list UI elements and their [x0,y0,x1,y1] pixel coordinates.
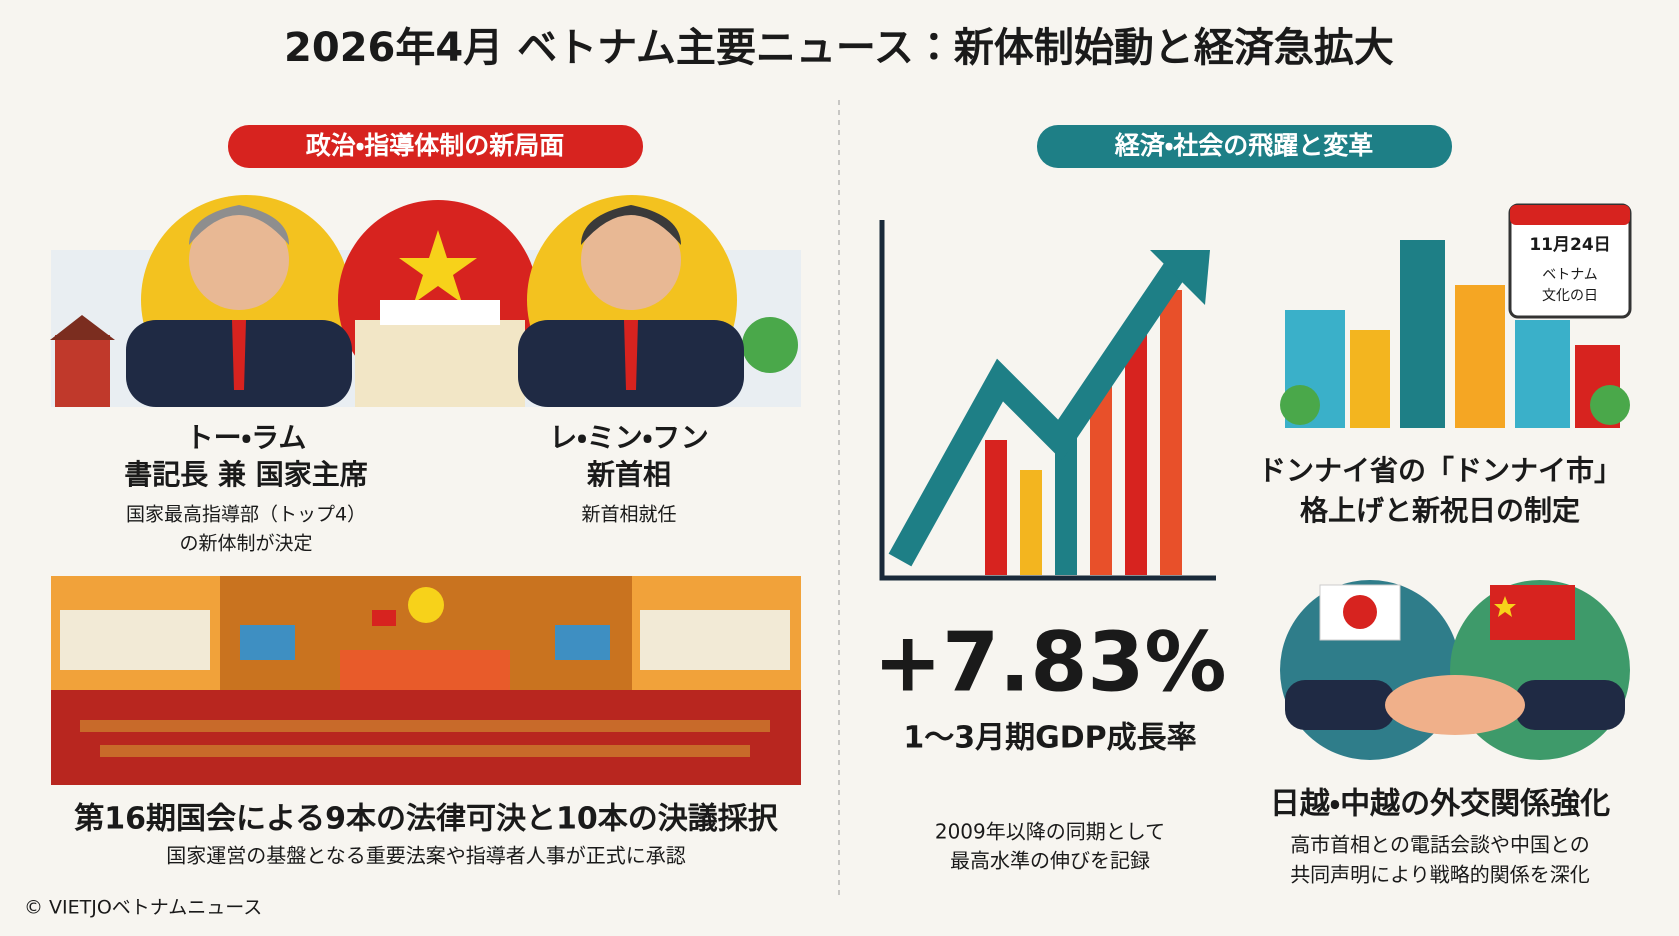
leaders-illustration [50,195,801,407]
calendar-text: 文化の日 [1542,288,1598,304]
footer: © VIETJOベトナムニュース [24,897,262,919]
gdp-note: 最高水準の伸びを記録 [950,849,1150,873]
diplomacy-line: 高市首相との電話会談や中国との [1290,833,1590,857]
person-role: 書記長 兼 国家主席 [124,458,368,491]
economy-heading-pill [1037,125,1452,168]
person-name: レ・ミン・フン [549,421,709,454]
handshake-illustration [1280,580,1630,760]
politics-heading: 政治・指導体制の新局面 [306,131,565,160]
gdp-note: 2009年以降の同期として [935,820,1165,844]
gdp-value: +7.83% [873,615,1226,710]
city-illustration [1280,240,1630,428]
politics-heading-pill [228,125,643,168]
calendar-date: 11月24日 [1529,235,1610,255]
person-note: 国家最高指導部（トップ4） [126,504,366,526]
calendar-text: ベトナム [1542,267,1598,283]
economy-heading: 経済・社会の飛躍と変革 [1114,131,1374,160]
growth-illustration [879,220,1216,581]
person-name: トー・ラム [186,421,307,454]
diplomacy-title: 日越・中越の外交関係強化 [1270,787,1610,822]
dongnai-text: ドンナイ省の「ドンナイ市」 [1258,454,1622,487]
diplomacy-line: 共同声明により戦略的関係を深化 [1290,863,1590,887]
assembly-title: 第16期国会による9本の法律可決と10本の決議採択 [74,802,778,837]
person-role: 新首相 [586,458,671,491]
person-note: の新体制が決定 [179,533,312,555]
gdp-label: 1〜3月期GDP成長率 [903,721,1196,756]
assembly-illustration [51,576,801,785]
dongnai-text: 格上げと新祝日の制定 [1300,494,1580,527]
title: 2026年4月 ベトナム主要ニュース：新体制始動と経済急拡大 [284,25,1394,71]
person-note: 新首相就任 [581,504,676,526]
calendar [1508,203,1632,319]
assembly-subtitle: 国家運営の基盤となる重要法案や指導者人事が正式に承認 [166,844,685,868]
